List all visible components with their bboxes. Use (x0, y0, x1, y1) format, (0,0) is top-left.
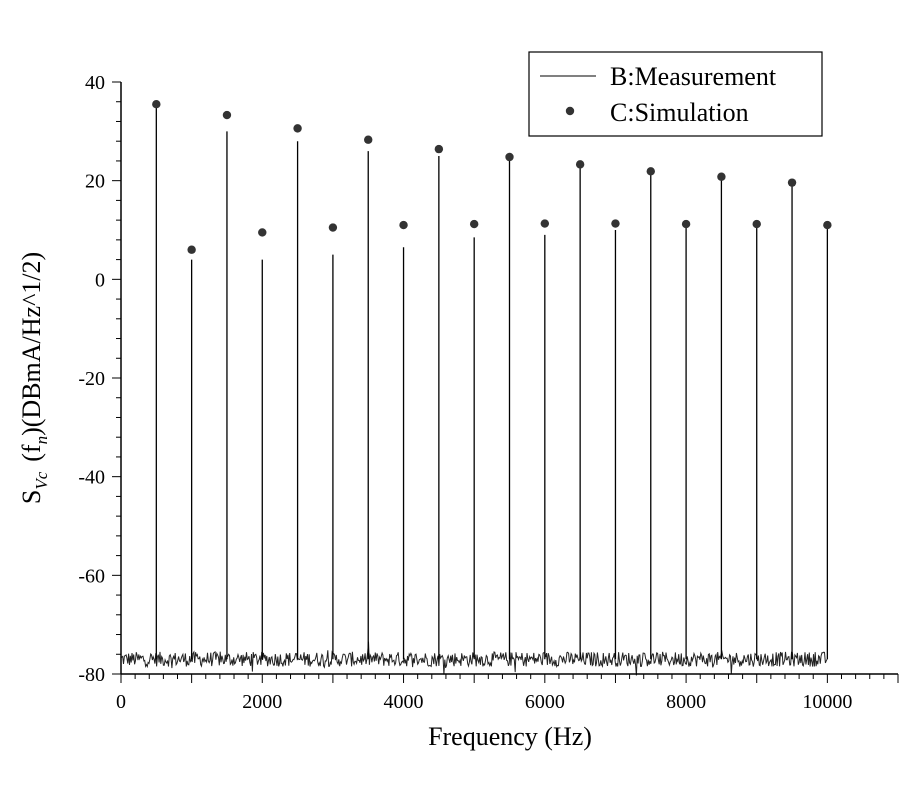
legend-box (528, 51, 823, 137)
simulation-point (752, 219, 761, 229)
simulation-point (611, 219, 620, 228)
simulation-point (364, 135, 373, 144)
y-axis-title-sub1: Vc (32, 471, 51, 489)
simulation-point (328, 223, 338, 232)
series-layer (152, 100, 832, 660)
simulation-point (399, 220, 408, 230)
y-tick-label: -20 (78, 368, 105, 390)
simulation-point (681, 219, 691, 229)
y-axis-title-sub2: n (32, 436, 51, 445)
x-axis-title: Frequency (Hz) (428, 722, 592, 751)
y-tick-label: -60 (78, 565, 105, 587)
simulation-point (717, 172, 726, 181)
y-tick-label: 40 (85, 72, 105, 94)
y-tick-label: 20 (85, 171, 105, 193)
legend-label-measurement: B:Measurement (610, 62, 777, 91)
x-tick-label: 6000 (525, 691, 565, 713)
simulation-point (434, 144, 444, 154)
legend-label-simulation: C:Simulation (610, 98, 749, 127)
x-tick-label: 8000 (666, 691, 706, 713)
x-tick-label: 4000 (384, 691, 424, 713)
y-axis-title: SVc (fn)(DBmA/Hz^1/2) (17, 252, 51, 504)
y-axis-title-rest: )(DBmA/Hz^1/2) (17, 252, 46, 436)
x-tick-label: 2000 (242, 691, 282, 713)
ticks-layer: 0 2000 4000 6000 8000 10000 -80 -60 -40 -20 0 20 40 (78, 72, 899, 713)
legend: B:Measurement C:Simulation (528, 51, 823, 137)
simulation-point (540, 219, 550, 228)
simulation-point (222, 110, 232, 120)
legend-marker-swatch (565, 106, 575, 116)
y-axis-title-paren: (f (17, 444, 46, 462)
y-tick-label: -80 (78, 664, 105, 686)
simulation-point (787, 178, 797, 187)
simulation-point (187, 245, 196, 254)
simulation-point (575, 160, 585, 169)
x-tick-label: 0 (116, 691, 126, 713)
x-tick-label: 10000 (802, 691, 852, 713)
simulation-point (258, 228, 267, 237)
simulation-point (646, 167, 655, 176)
y-tick-label: -40 (78, 467, 105, 489)
simulation-point (152, 100, 161, 109)
simulation-point (823, 220, 832, 230)
y-axis-title-main: S (17, 490, 46, 504)
simulation-point (293, 124, 302, 133)
y-tick-label: 0 (95, 269, 105, 291)
simulation-point (505, 152, 514, 162)
simulation-point (469, 219, 479, 229)
